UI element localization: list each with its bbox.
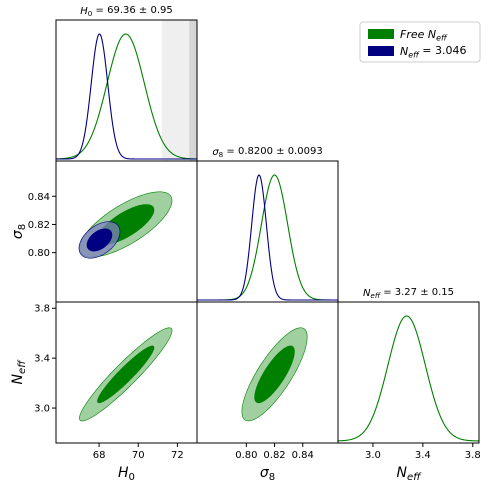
panel-H0-sigma8: 0.80 0.82 0.84 <box>28 160 198 303</box>
x-tick-label: 3.0 <box>365 450 381 461</box>
panel-sigma8-sigma8: σ8 = 0.8200 ± 0.0093 <box>196 146 339 303</box>
y-tick-label: 3.0 <box>34 404 50 415</box>
panel-title-Neff: Neff = 3.27 ± 0.15 <box>363 287 454 300</box>
y-tick-label: 0.80 <box>28 248 50 259</box>
legend-label-0: Free Neff <box>400 28 448 42</box>
contour-inner-series-0 <box>97 345 155 404</box>
shaded-band <box>161 20 190 161</box>
x-tick-label: 3.8 <box>465 450 481 461</box>
y-tick-label: 3.4 <box>34 354 50 365</box>
legend-swatch-0 <box>368 29 394 39</box>
x-axis-label-Neff: Neff <box>397 465 423 483</box>
y-axis-label-Neff: Neff <box>10 359 28 385</box>
legend-label-1: Neff = 3.046 <box>400 44 467 59</box>
x-tick-label: 0.82 <box>263 450 285 461</box>
legend-swatch-1 <box>368 46 394 56</box>
x-axis-label-H0: H0 <box>118 465 135 483</box>
contour-inner-series-1 <box>86 228 113 252</box>
y-tick-label: 3.8 <box>34 304 50 315</box>
marginal-curve-H0-series-1 <box>56 33 197 160</box>
x-axis-label-sigma8: σ8 <box>260 465 275 483</box>
panel-H0-H0: H0 = 69.36 ± 0.95 <box>55 5 198 162</box>
legend: Free Neff Neff = 3.046 <box>359 21 481 63</box>
x-tick-label: 0.80 <box>235 450 257 461</box>
panel-Neff-Neff: 3.0 3.4 3.8 Neff = 3.27 ± 0.15 <box>337 287 481 461</box>
panel-title-H0: H0 = 69.36 ± 0.95 <box>80 5 172 18</box>
shaded-band <box>189 20 197 161</box>
contour-inner-series-0 <box>254 345 295 404</box>
panel-frame <box>337 301 480 444</box>
y-tick-label: 0.84 <box>28 192 50 203</box>
x-tick-label: 72 <box>171 450 184 461</box>
x-tick-label: 70 <box>132 450 145 461</box>
marginal-curve-Neff-series-0 <box>338 315 479 442</box>
y-tick-label: 0.82 <box>28 220 50 231</box>
x-tick-label: 0.84 <box>292 450 314 461</box>
x-tick-label: 3.4 <box>415 450 431 461</box>
panel-H0-Neff: 68 70 72 3.0 3.4 3.8 <box>34 301 198 461</box>
panel-sigma8-Neff: 0.80 0.82 0.84 <box>196 301 339 461</box>
marginal-curve-sigma8-series-1 <box>197 174 338 301</box>
x-tick-label: 68 <box>93 450 106 461</box>
panel-title-sigma8: σ8 = 0.8200 ± 0.0093 <box>212 146 322 159</box>
y-axis-label-sigma8: σ8 <box>10 224 28 239</box>
